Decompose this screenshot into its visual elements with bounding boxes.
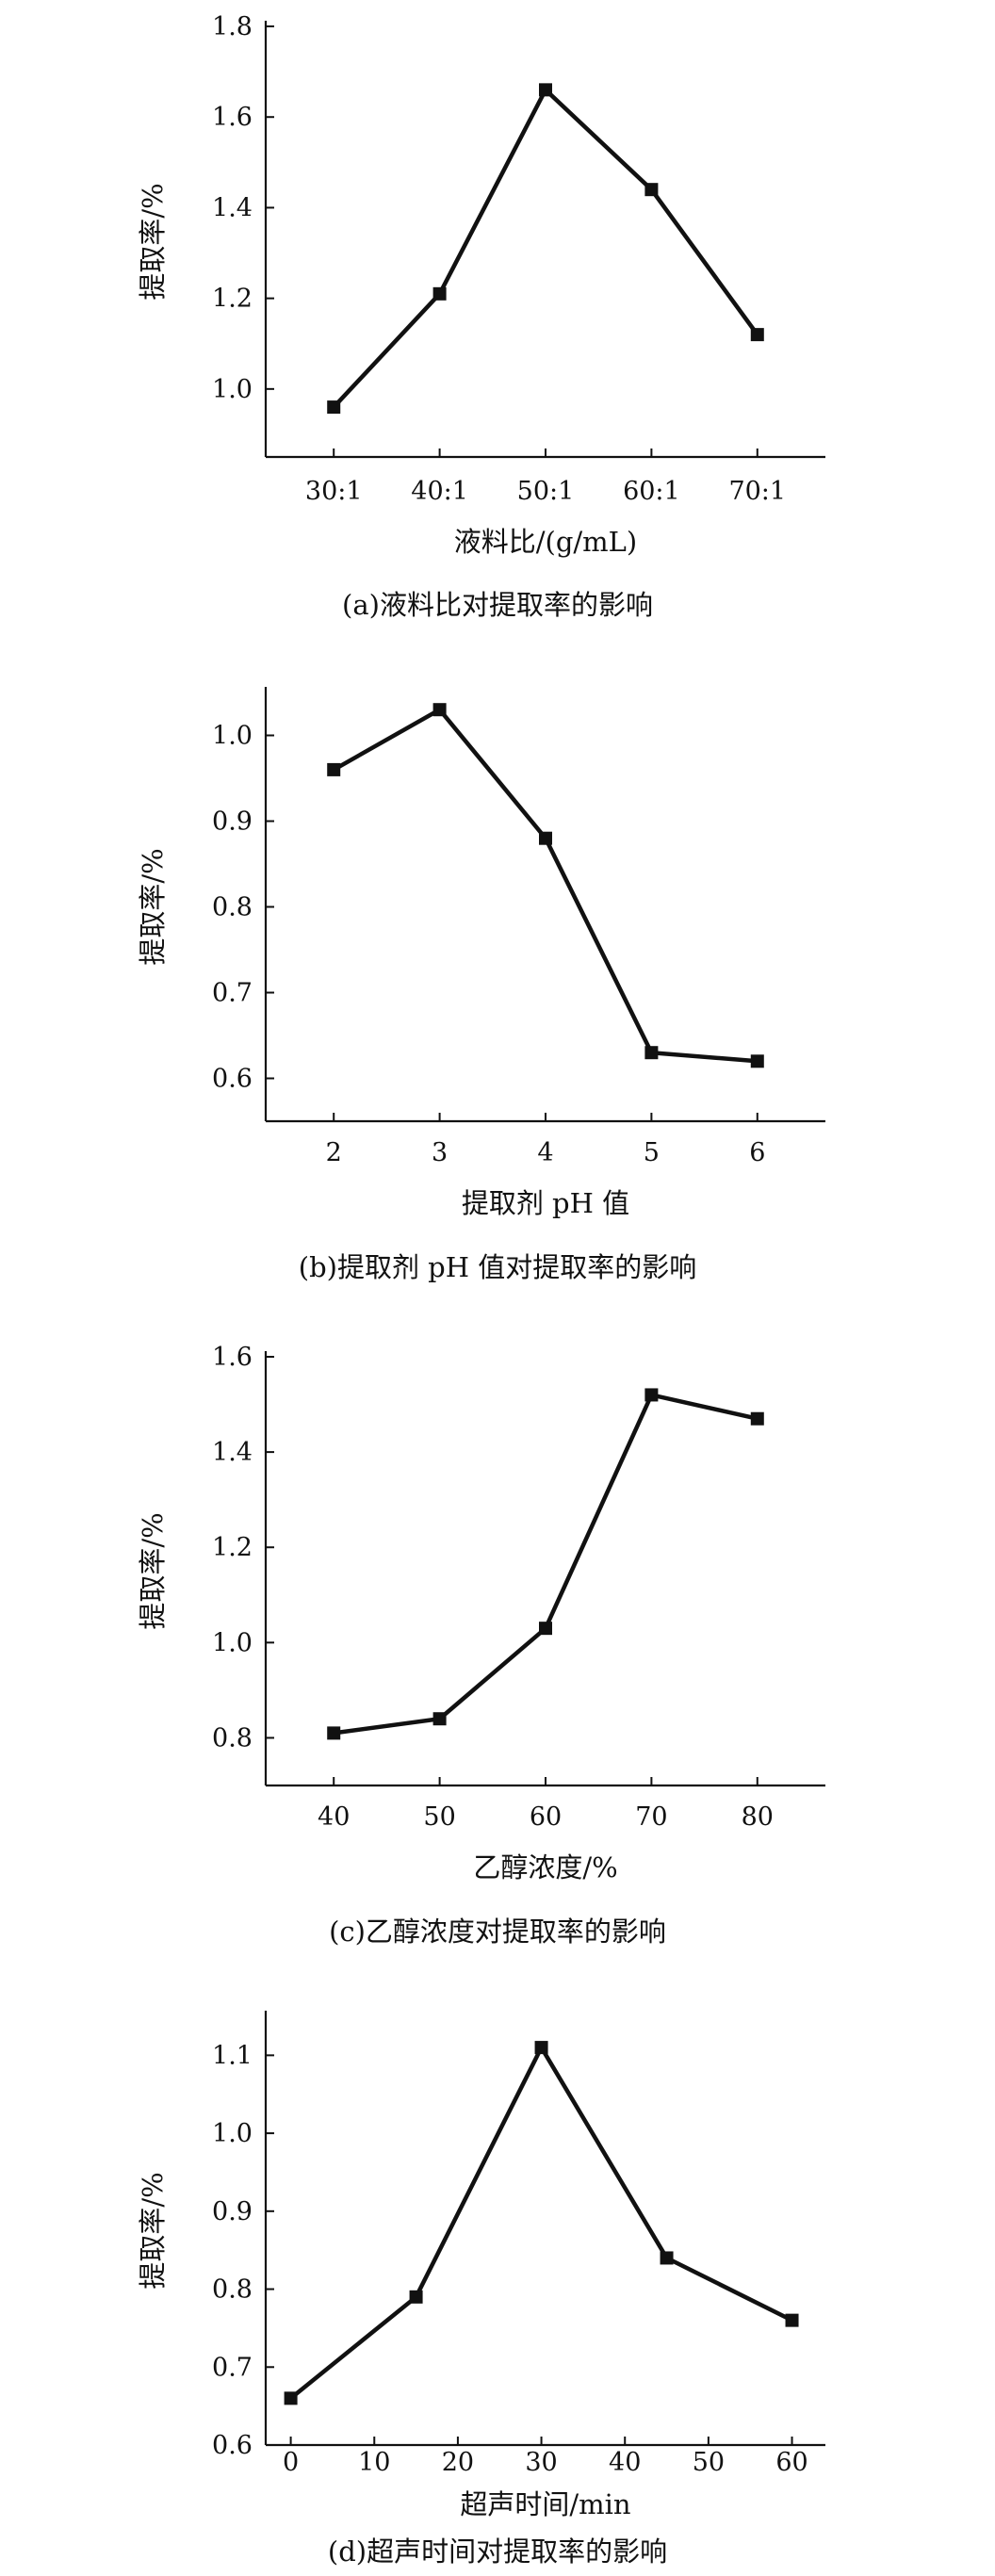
figure-caption: (a)液料比对提取率的影响 [342, 589, 653, 621]
x-tick-label: 10 [358, 2448, 390, 2477]
y-tick-label: 1.1 [212, 2041, 253, 2070]
figure-caption: (b)提取剂 pH 值对提取率的影响 [299, 1251, 696, 1283]
y-tick-label: 1.0 [212, 1628, 253, 1657]
y-tick-label: 1.0 [212, 375, 253, 404]
y-tick-label: 0.9 [212, 807, 253, 837]
data-point-marker [644, 1046, 659, 1060]
data-point-marker [644, 1388, 659, 1402]
x-tick-label: 5 [644, 1138, 660, 1167]
y-axis-label: 提取率/% [137, 848, 169, 965]
x-tick-label: 60 [775, 2448, 807, 2477]
x-tick-label: 40:1 [411, 477, 468, 506]
y-tick-label: 0.8 [212, 1723, 253, 1753]
x-axis-label: 乙醇浓度/% [473, 1851, 617, 1883]
y-tick-label: 1.4 [212, 193, 253, 222]
y-axis-label: 提取率/% [137, 1512, 169, 1629]
data-point-marker [432, 286, 447, 301]
y-tick-label: 0.9 [212, 2197, 253, 2226]
x-tick-label: 30 [525, 2448, 557, 2477]
y-tick-label: 0.8 [212, 893, 253, 922]
y-tick-label: 1.2 [212, 1533, 253, 1562]
data-point-marker [327, 400, 341, 415]
data-point-marker [539, 83, 552, 97]
x-axis-label: 提取剂 pH 值 [462, 1187, 629, 1219]
x-tick-label: 4 [537, 1138, 553, 1167]
x-tick-label: 20 [442, 2448, 474, 2477]
x-tick-label: 3 [432, 1138, 448, 1167]
y-tick-label: 0.6 [212, 2431, 253, 2460]
data-point-marker [432, 703, 447, 717]
y-tick-label: 0.6 [212, 1065, 253, 1094]
x-tick-label: 70:1 [728, 477, 786, 506]
chart-panel-a: 1.0 1.2 1.4 1.6 1.8 30:1 40:1 50:1 60:1 70:1 液料比/(… [137, 12, 825, 621]
y-axis-label: 提取率/% [137, 183, 169, 300]
data-point-marker [327, 762, 341, 776]
x-tick-label: 0 [283, 2448, 299, 2477]
data-point-marker [534, 2041, 548, 2055]
y-tick-label: 0.8 [212, 2275, 253, 2305]
figure-caption: (d)超声时间对提取率的影响 [328, 2535, 667, 2568]
y-tick-label: 1.0 [212, 722, 253, 751]
data-point-marker [284, 2391, 298, 2405]
data-point-marker [785, 2313, 799, 2327]
chart-panel-c: 0.8 1.0 1.2 1.4 1.6 40 50 60 70 80 乙醇浓度/% 提取率/% (c)乙… [137, 1343, 825, 1948]
x-tick-label: 2 [326, 1138, 342, 1167]
x-tick-label: 50 [693, 2448, 725, 2477]
x-tick-label: 50 [423, 1802, 455, 1832]
data-point-marker [432, 1712, 447, 1726]
x-tick-label: 80 [742, 1802, 774, 1832]
data-point-marker [644, 183, 659, 197]
y-tick-label: 1.6 [212, 103, 253, 132]
y-axis-label: 提取率/% [137, 2172, 169, 2289]
x-axis-label: 液料比/(g/mL) [454, 526, 638, 558]
y-tick-label: 0.7 [212, 2353, 253, 2382]
y-tick-label: 1.4 [212, 1438, 253, 1467]
x-axis-label: 超声时间/min [460, 2488, 630, 2520]
series-line [332, 86, 759, 409]
data-point-marker [750, 328, 764, 342]
x-tick-label: 70 [635, 1802, 667, 1832]
data-point-marker [750, 1411, 764, 1426]
data-point-marker [750, 1054, 764, 1068]
y-tick-label: 0.7 [212, 979, 253, 1008]
x-tick-label: 60:1 [623, 477, 680, 506]
x-tick-label: 40 [318, 1802, 350, 1832]
series-line [333, 707, 758, 1064]
data-point-marker [409, 2290, 423, 2304]
x-tick-label: 40 [609, 2448, 641, 2477]
y-tick-label: 1.0 [212, 2119, 253, 2148]
figure-caption: (c)乙醇浓度对提取率的影响 [329, 1916, 666, 1948]
data-point-marker [539, 831, 552, 845]
series-line [333, 1392, 758, 1736]
data-point-marker [539, 1622, 552, 1636]
series-line [289, 2043, 793, 2401]
chart-panel-b: 0.6 0.7 0.8 0.9 1.0 2 3 4 5 6 提取剂 pH 值 提取率/% (b)提取剂 … [137, 687, 825, 1283]
x-tick-label: 6 [749, 1138, 765, 1167]
data-point-marker [327, 1726, 341, 1740]
data-point-marker [660, 2251, 674, 2265]
x-tick-label: 30:1 [305, 477, 363, 506]
x-tick-label: 50:1 [517, 477, 575, 506]
y-tick-label: 1.2 [212, 285, 253, 314]
y-tick-label: 1.8 [212, 12, 253, 41]
chart-panel-d: 0.6 0.7 0.8 0.9 1.0 1.1 0 10 20 30 40 50 60 超声时间/min 提… [137, 2011, 825, 2568]
y-tick-label: 1.6 [212, 1343, 253, 1372]
x-tick-label: 60 [530, 1802, 562, 1832]
